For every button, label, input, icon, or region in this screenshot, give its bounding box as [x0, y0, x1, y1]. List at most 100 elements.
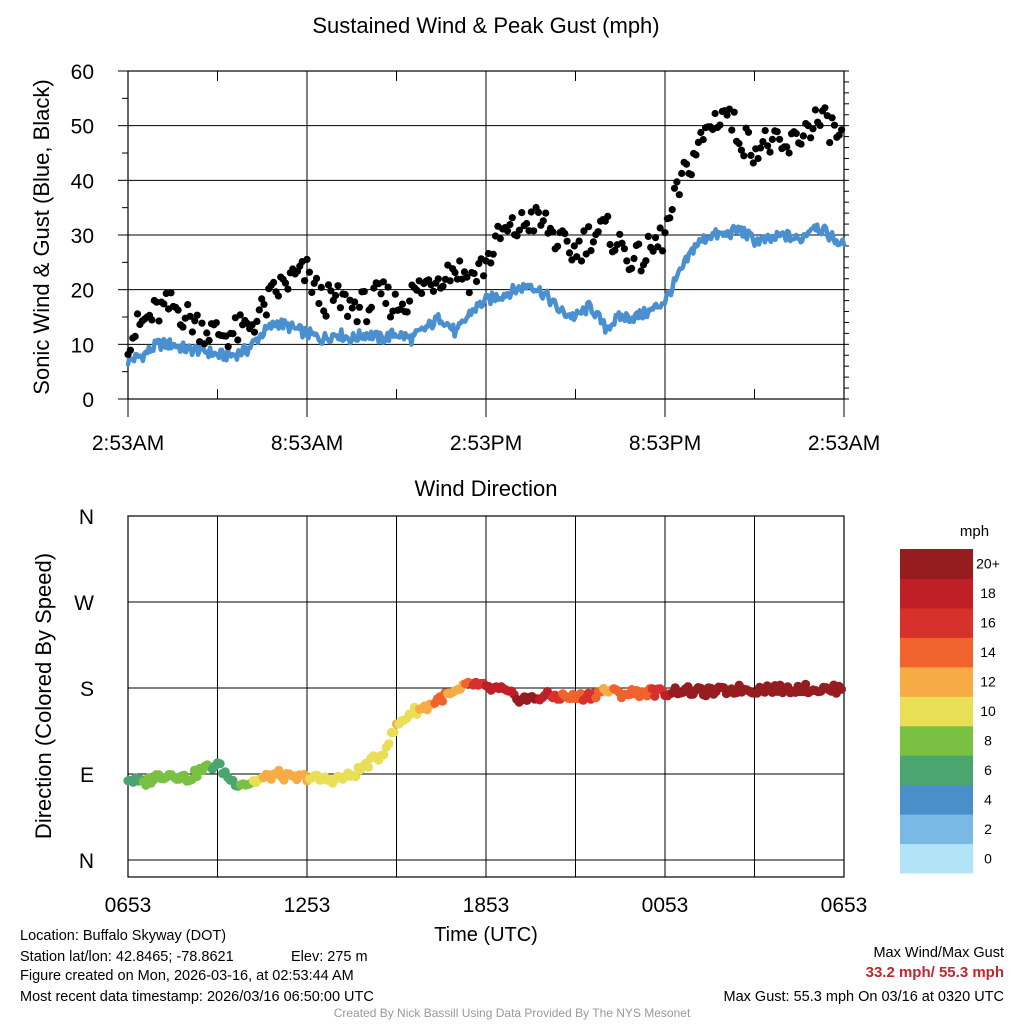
gust-point [783, 143, 791, 151]
colorbar-swatch [900, 637, 973, 668]
gust-point [768, 135, 777, 143]
gust-point [203, 329, 211, 337]
direction-point [683, 682, 693, 692]
gust-point [716, 121, 724, 129]
gust-point [126, 346, 134, 354]
gust-point [554, 242, 562, 250]
max-title: Max Wind/Max Gust [873, 945, 1004, 961]
gust-point [573, 253, 581, 261]
gust-point [661, 229, 669, 237]
p1-y-tick-label: 30 [71, 225, 94, 248]
gust-point [305, 268, 313, 276]
gust-point [312, 274, 321, 282]
p2-y-tick-label: S [80, 678, 94, 701]
gust-point [384, 283, 392, 291]
gust-point [628, 264, 636, 272]
gust-point [198, 319, 206, 327]
gust-point [735, 139, 743, 148]
gust-point [470, 269, 478, 278]
station-elevation: Elev: 275 m [291, 949, 368, 965]
direction-point [363, 762, 373, 772]
gust-point [604, 212, 612, 220]
p1-x-tick-label: 2:53AM [808, 432, 880, 455]
p2-x-axis-label: Time (UTC) [434, 924, 538, 946]
gust-point [585, 223, 593, 231]
gust-point [799, 132, 808, 140]
gust-point [670, 184, 679, 192]
gust-point [809, 125, 817, 133]
gust-point [391, 290, 399, 298]
p2-plot-frame [127, 515, 845, 878]
gust-point [489, 250, 497, 258]
gust-point [580, 227, 588, 235]
gust-point [341, 290, 349, 299]
gust-point [816, 121, 824, 129]
gust-point [539, 217, 547, 225]
gust-point [322, 312, 330, 320]
colorbar-label: 8 [984, 732, 992, 748]
gust-point [513, 232, 521, 240]
p2-y-axis-label: Direction (Colored By Speed) [31, 553, 56, 839]
gust-point [351, 298, 359, 306]
station-location: Location: Buffalo Skyway (DOT) [20, 928, 227, 944]
colorbar-label: 6 [984, 762, 992, 778]
gust-point [155, 317, 163, 325]
gust-point [654, 243, 662, 251]
gust-point [253, 317, 261, 325]
colorbar-swatch [900, 784, 973, 815]
direction-point [642, 691, 652, 701]
gust-point [577, 257, 586, 265]
gust-point [133, 310, 142, 318]
gust-point [616, 230, 624, 238]
gust-point [630, 254, 638, 263]
gust-point [611, 246, 619, 254]
gust-point [711, 109, 719, 118]
p1-y-tick-label: 20 [71, 280, 94, 303]
direction-point [389, 727, 399, 738]
gust-point [465, 289, 473, 297]
p2-x-tick-label: 0653 [821, 894, 868, 917]
sustained-wind-line [125, 222, 847, 367]
gust-point [761, 127, 769, 135]
direction-point [437, 696, 448, 706]
gust-point [131, 332, 139, 340]
gust-point [656, 224, 664, 232]
p1-y-tick-label: 60 [71, 61, 94, 84]
p1-y-tick-label: 10 [71, 334, 94, 357]
gust-point [792, 129, 800, 138]
colorbar-swatch [900, 549, 973, 579]
colorbar-label: 12 [980, 674, 996, 690]
gust-point [284, 285, 292, 293]
gust-point [446, 277, 454, 285]
p1-y-axis-label: Sonic Wind & Gust (Blue, Black) [29, 79, 54, 394]
p2-x-tick-label: 0653 [105, 894, 152, 917]
gust-point [262, 311, 270, 319]
gust-point [744, 128, 753, 136]
gust-point [360, 287, 368, 296]
gust-point [651, 234, 660, 242]
gust-point [439, 282, 447, 290]
gust-point [303, 255, 311, 263]
gust-point [666, 214, 674, 222]
gust-point [807, 134, 815, 142]
p2-x-tick-label: 1853 [463, 894, 510, 917]
gust-point [429, 287, 438, 295]
gust-point [355, 303, 364, 311]
gust-point [618, 239, 626, 247]
direction-point [701, 691, 711, 701]
gust-point [644, 232, 652, 240]
p2-x-tick-label: 1253 [284, 894, 331, 917]
gust-point [160, 300, 168, 308]
gust-point [379, 278, 387, 286]
gust-point [348, 304, 356, 312]
gust-point [649, 247, 657, 255]
gust-point [620, 245, 629, 253]
gust-point [403, 308, 411, 316]
gust-point [637, 267, 645, 275]
gust-point [434, 275, 442, 283]
max-values: 33.2 mph/ 55.3 mph [865, 964, 1004, 981]
gust-point [274, 292, 282, 300]
gust-point [508, 214, 516, 222]
gust-point [503, 227, 512, 235]
